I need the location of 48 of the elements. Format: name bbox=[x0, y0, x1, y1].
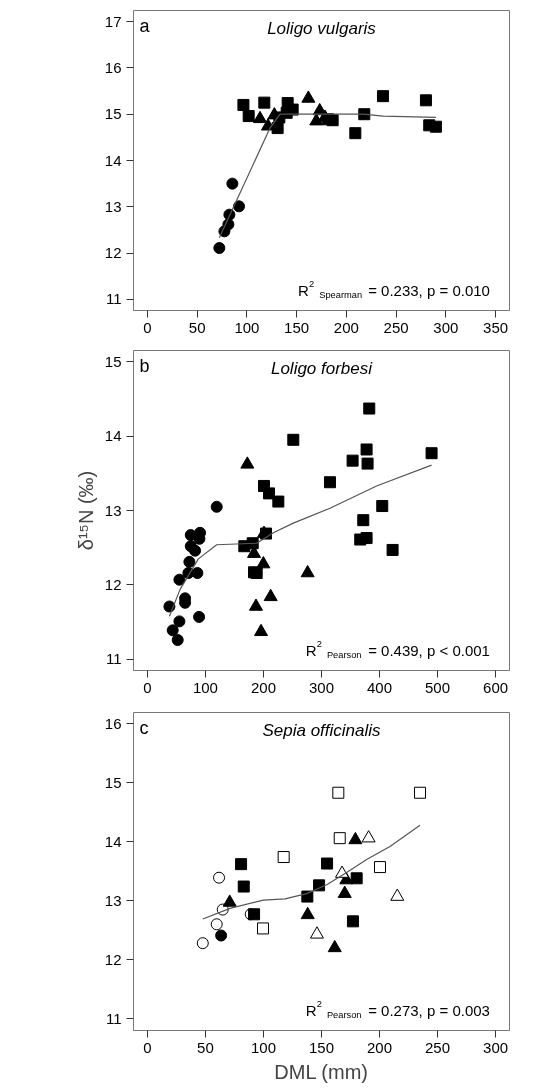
x-tick-label: 400 bbox=[367, 678, 393, 696]
x-tick-label: 0 bbox=[143, 678, 152, 696]
y-tick-label: 14 bbox=[104, 151, 122, 169]
y-tick-label: 15 bbox=[104, 773, 122, 791]
x-tick-label: 200 bbox=[250, 678, 276, 696]
y-tick-label: 13 bbox=[104, 891, 122, 909]
y-tick-label: 11 bbox=[105, 1009, 122, 1027]
text: Sepia officinalis bbox=[262, 720, 382, 740]
x-tick-label: 100 bbox=[192, 678, 218, 696]
x-tick-label: 100 bbox=[234, 318, 260, 336]
y-tick-label: 11 bbox=[105, 650, 122, 668]
annotation: a bbox=[139, 15, 151, 36]
x-tick-label: 150 bbox=[308, 1038, 335, 1056]
y-tick-label: 13 bbox=[104, 501, 122, 519]
x-tick-label: 250 bbox=[425, 1038, 451, 1056]
annotation: c bbox=[139, 717, 149, 738]
y-tick-label: 12 bbox=[104, 950, 122, 968]
x-tick-label: 350 bbox=[483, 318, 509, 336]
text: Loligo forbesi bbox=[270, 358, 374, 378]
x-tick-label: 150 bbox=[284, 318, 310, 336]
y-tick-label: 16 bbox=[104, 714, 122, 732]
y-tick-label: 15 bbox=[104, 105, 122, 123]
y-axis-title: δ¹⁵N (‰) bbox=[74, 470, 97, 551]
x-tick-label: 500 bbox=[425, 678, 451, 696]
y-tick-label: 14 bbox=[104, 427, 122, 445]
x-tick-label: 0 bbox=[143, 318, 152, 336]
x-tick-label: 50 bbox=[197, 1038, 214, 1056]
y-tick-label: 11 bbox=[105, 290, 122, 308]
x-tick-label: 50 bbox=[188, 318, 206, 336]
x-tick-label: 200 bbox=[367, 1038, 393, 1056]
x-tick-label: 300 bbox=[483, 1038, 509, 1056]
y-tick-label: 17 bbox=[104, 12, 122, 30]
x-tick-label: 300 bbox=[308, 678, 335, 696]
x-tick-label: 600 bbox=[483, 678, 509, 696]
y-tick-label: 15 bbox=[104, 352, 122, 370]
y-tick-label: 16 bbox=[104, 58, 122, 76]
y-tick-label: 13 bbox=[104, 197, 122, 215]
y-tick-label: 14 bbox=[104, 832, 122, 850]
x-tick-label: 100 bbox=[250, 1038, 276, 1056]
annotation: b bbox=[139, 355, 150, 376]
text: Loligo vulgaris bbox=[267, 18, 377, 38]
x-tick-label: 300 bbox=[433, 318, 459, 336]
x-tick-label: 0 bbox=[143, 1038, 152, 1056]
y-tick-label: 12 bbox=[104, 244, 122, 262]
x-tick-label: 250 bbox=[383, 318, 409, 336]
y-tick-label: 12 bbox=[104, 575, 122, 593]
x-axis-title: DML (mm) bbox=[274, 1060, 368, 1083]
x-tick-label: 200 bbox=[333, 318, 359, 336]
